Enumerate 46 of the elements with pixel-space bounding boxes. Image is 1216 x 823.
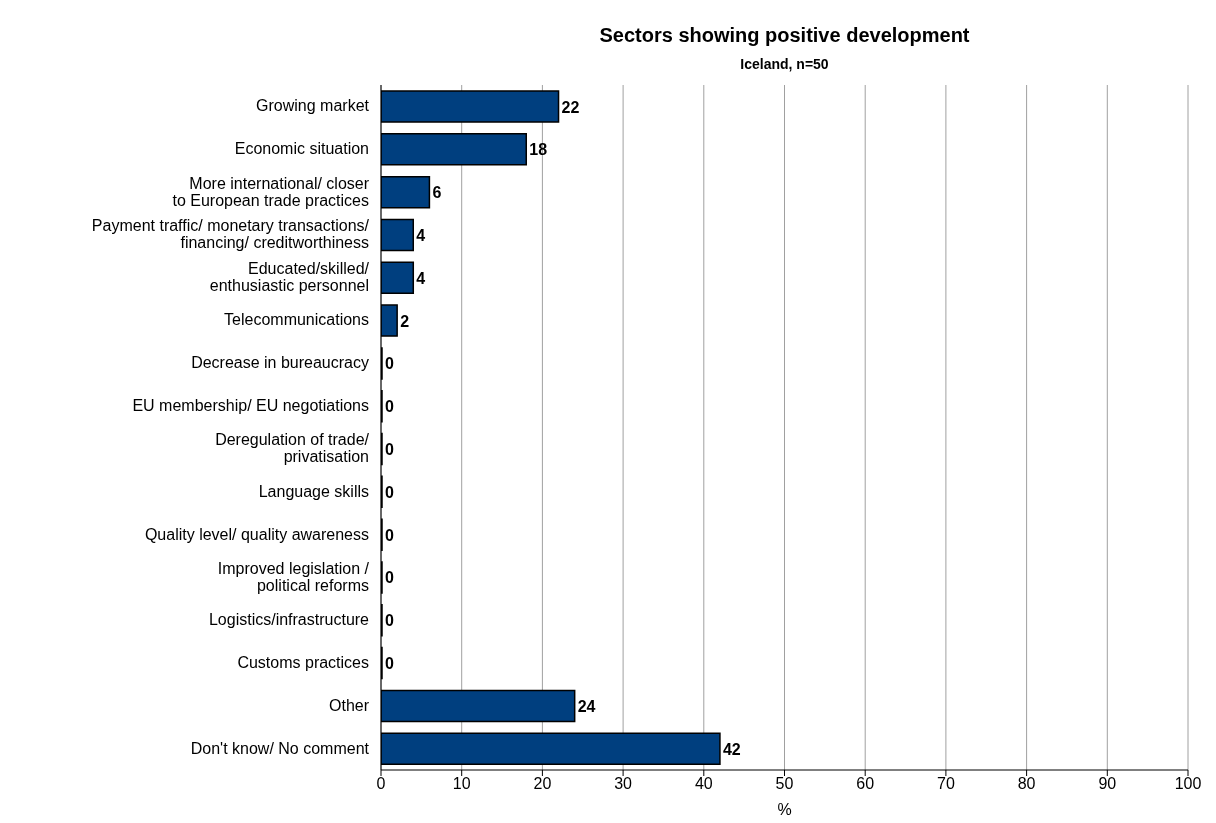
data-label: 0 [385,526,394,544]
data-label: 0 [385,569,394,587]
data-label: 0 [385,655,394,673]
data-label: 18 [529,141,548,159]
x-tick-label: 20 [533,775,552,793]
y-tick-label: Logistics/infrastructure [208,611,370,629]
y-tick-label: Quality level/ quality awareness [144,525,369,543]
data-label: 0 [385,441,394,458]
data-label: 6 [432,184,442,202]
data-label: 22 [561,98,580,116]
x-tick-label: 100 [1174,775,1202,793]
y-tick-label: Economic situation [234,140,369,158]
chart-subtitle: Iceland, n=50 [739,56,830,72]
y-tick-label: Language skills [258,482,369,500]
y-tick-label: Improved legislation / political reforms [217,559,370,594]
data-label: 0 [385,483,394,501]
y-tick-label: Customs practices [237,653,369,671]
x-tick-label: 30 [614,775,633,793]
chart-title: Sectors showing positive development [598,24,971,47]
y-tick-label: Decrease in bureaucracy [191,354,369,372]
data-label: 2 [400,312,410,330]
x-tick-label: 60 [856,775,875,793]
x-tick-label: 40 [694,775,713,793]
y-tick-label: Telecommunications [224,311,369,329]
y-tick-label: Deregulation of trade/ privatisation [215,431,370,466]
y-tick-label: Educated/skilled/ enthusiastic personnel [209,260,370,295]
y-tick-label: Don't know/ No comment [190,739,370,757]
x-axis-title: % [777,801,792,818]
y-tick-label: Other [328,696,370,714]
data-label: 24 [577,697,596,715]
x-tick-label: 0 [376,775,386,793]
y-tick-label: EU membership/ EU negotiations [132,397,369,415]
x-tick-label: 10 [452,775,471,793]
data-label: 0 [385,355,394,373]
data-label: 42 [722,740,741,758]
x-tick-label: 80 [1017,775,1036,793]
x-tick-label: 90 [1098,775,1117,793]
x-tick-label: 50 [775,775,794,793]
data-label: 4 [416,226,426,244]
x-tick-label: 70 [937,775,955,793]
data-label: 0 [385,612,394,630]
y-tick-label: More international/ closer to European trade practices [172,174,370,209]
data-label: 0 [385,398,394,416]
y-tick-label: Payment traffic/ monetary transactions/ financing/ creditworthiness [91,217,370,252]
data-label: 4 [416,269,426,287]
y-tick-label: Growing market [256,97,370,115]
